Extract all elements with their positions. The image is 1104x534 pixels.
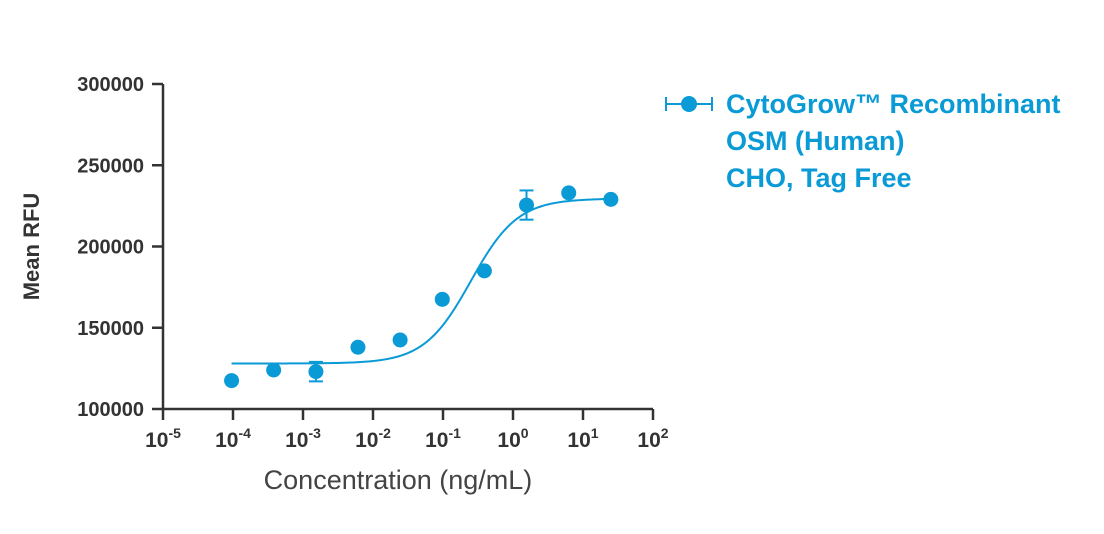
- legend-label: CytoGrow™ Recombinant OSM (Human) CHO, T…: [726, 89, 1061, 193]
- x-tick-label: 10-4: [215, 425, 251, 452]
- x-tick-label: 10-3: [285, 425, 321, 452]
- y-axis-title: Mean RFU: [19, 193, 44, 301]
- legend-marker-icon: [665, 96, 713, 112]
- x-tick-label: 102: [637, 425, 668, 452]
- x-axis-title: Concentration (ng/mL): [264, 465, 533, 495]
- data-point: [266, 362, 282, 378]
- data-point: [350, 339, 366, 355]
- data-point: [519, 197, 535, 213]
- x-ticks: 10-5 10-4 10-3 10-2 10-1 100 101 102: [145, 409, 669, 452]
- y-ticks: 100000 150000 200000 250000 300000: [77, 74, 163, 421]
- legend-item: CytoGrow™ Recombinant OSM (Human) CHO, T…: [664, 86, 1094, 197]
- data-point: [392, 332, 408, 348]
- x-tick-label: 10-1: [425, 425, 461, 452]
- x-tick-label: 101: [567, 425, 598, 452]
- y-tick-label: 100000: [77, 399, 144, 421]
- data-point: [561, 185, 577, 201]
- x-tick-label: 10-2: [355, 425, 391, 452]
- y-tick-label: 250000: [77, 155, 144, 177]
- x-tick-label: 10-5: [145, 425, 181, 452]
- error-bars: [308, 189, 534, 383]
- y-tick-label: 300000: [77, 74, 144, 96]
- fit-curve: [231, 197, 611, 365]
- data-point: [308, 364, 324, 380]
- data-point: [434, 291, 450, 307]
- y-tick-label: 200000: [77, 237, 144, 259]
- data-points: [224, 185, 619, 389]
- data-point: [476, 263, 492, 279]
- x-tick-label: 100: [497, 425, 528, 452]
- y-tick-label: 150000: [77, 318, 144, 340]
- data-point: [603, 191, 619, 207]
- axes: [161, 84, 653, 411]
- legend: CytoGrow™ Recombinant OSM (Human) CHO, T…: [664, 86, 1094, 197]
- data-point: [224, 373, 240, 389]
